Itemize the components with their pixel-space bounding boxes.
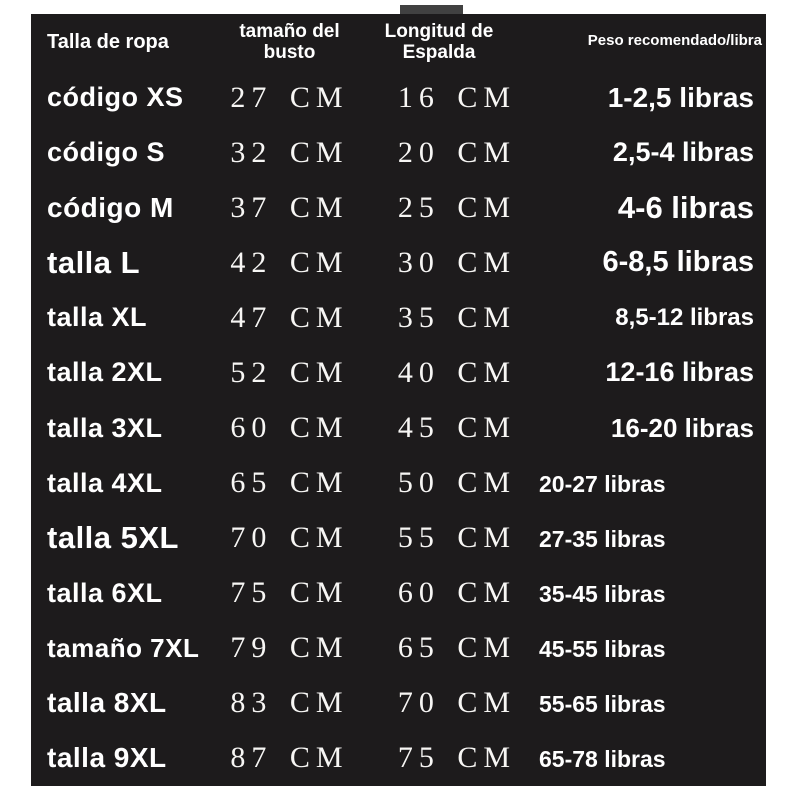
size-cell: talla 3XL [47,412,163,443]
size-cell: talla 6XL [47,577,163,608]
table-row: código M 37 CM 25 CM 4-6 libras [31,180,766,235]
bust-cell: 60 CM [230,411,349,444]
size-cell: tamaño 7XL [47,632,200,663]
weight-cell: 27-35 libras [539,526,666,553]
weight-cell: 45-55 libras [539,636,666,663]
back-cell: 65 CM [397,631,517,665]
bust-cell: 83 CM [230,686,349,720]
weight-cell: 1-2,5 libras [607,81,754,113]
size-cell: talla 2XL [47,357,163,388]
weight-cell: 65-78 libras [539,746,666,773]
size-cell: talla 4XL [47,467,163,498]
bust-cell: 75 CM [230,576,349,610]
weight-cell: 12-16 libras [605,357,754,388]
bust-cell: 27 CM [230,80,349,114]
back-cell: 16 CM [397,80,517,114]
table-row: talla 2XL 52 CM 40 CM 12-16 libras [31,345,766,400]
table-row: talla XL 47 CM 35 CM 8,5-12 libras [31,290,766,345]
size-chart-panel: Talla de ropa tamaño del busto Longitud … [31,14,766,786]
table-row: código S 32 CM 20 CM 2,5-4 libras [31,125,766,180]
header-recommended-weight: Peso recomendado/libra [587,31,762,49]
bust-cell: 32 CM [230,135,349,169]
size-cell: código XS [47,82,184,113]
back-cell: 70 CM [397,686,517,720]
size-cell: talla L [47,244,141,280]
weight-cell: 20-27 libras [539,471,666,498]
weight-cell: 4-6 libras [617,189,754,225]
bust-cell: 37 CM [230,190,349,224]
back-cell: 55 CM [397,521,517,555]
bust-cell: 70 CM [230,521,349,555]
header-back-length: Longitud de Espalda [384,21,494,63]
bust-cell: 52 CM [230,355,349,389]
weight-cell: 8,5-12 libras [615,303,754,331]
header-bust-size: tamaño del busto [239,21,340,63]
back-cell: 30 CM [397,245,517,279]
bust-cell: 42 CM [230,245,349,279]
table-row: talla L 42 CM 30 CM 6-8,5 libras [31,235,766,290]
table-row: talla 4XL 65 CM 50 CM 20-27 libras [31,456,766,511]
back-cell: 75 CM [397,741,517,775]
back-cell: 40 CM [397,355,517,389]
back-cell: 50 CM [397,466,517,500]
size-cell: talla 8XL [47,687,167,719]
size-cell: código S [47,137,165,168]
weight-cell: 6-8,5 libras [602,246,754,279]
table-row: código XS 27 CM 16 CM 1-2,5 libras [31,70,766,125]
back-cell: 35 CM [397,300,517,334]
back-cell: 45 CM [397,411,517,444]
table-row: talla 6XL 75 CM 60 CM 35-45 libras [31,566,766,621]
bust-cell: 65 CM [230,466,349,500]
table-row: talla 3XL 60 CM 45 CM 16-20 libras [31,400,766,455]
weight-cell: 55-65 libras [539,691,666,718]
bust-cell: 87 CM [230,741,349,775]
weight-cell: 16-20 libras [610,412,754,443]
table-row: talla 8XL 83 CM 70 CM 55-65 libras [31,676,766,731]
bust-cell: 79 CM [230,631,349,665]
size-cell: talla 9XL [47,742,167,774]
table-row: tamaño 7XL 79 CM 65 CM 45-55 libras [31,621,766,676]
size-cell: talla 5XL [47,520,179,556]
header-clothing-size: Talla de ropa [47,30,169,53]
table-row: talla 9XL 87 CM 75 CM 65-78 libras [31,731,766,786]
table-row: talla 5XL 70 CM 55 CM 27-35 libras [31,511,766,566]
header-row: Talla de ropa tamaño del busto Longitud … [31,14,766,70]
size-cell: talla XL [47,302,148,333]
weight-cell: 2,5-4 libras [612,137,754,168]
back-cell: 20 CM [397,135,517,169]
weight-cell: 35-45 libras [539,581,666,608]
back-cell: 60 CM [397,576,517,610]
back-cell: 25 CM [397,190,517,224]
size-cell: código M [47,191,174,223]
bust-cell: 47 CM [230,300,349,334]
